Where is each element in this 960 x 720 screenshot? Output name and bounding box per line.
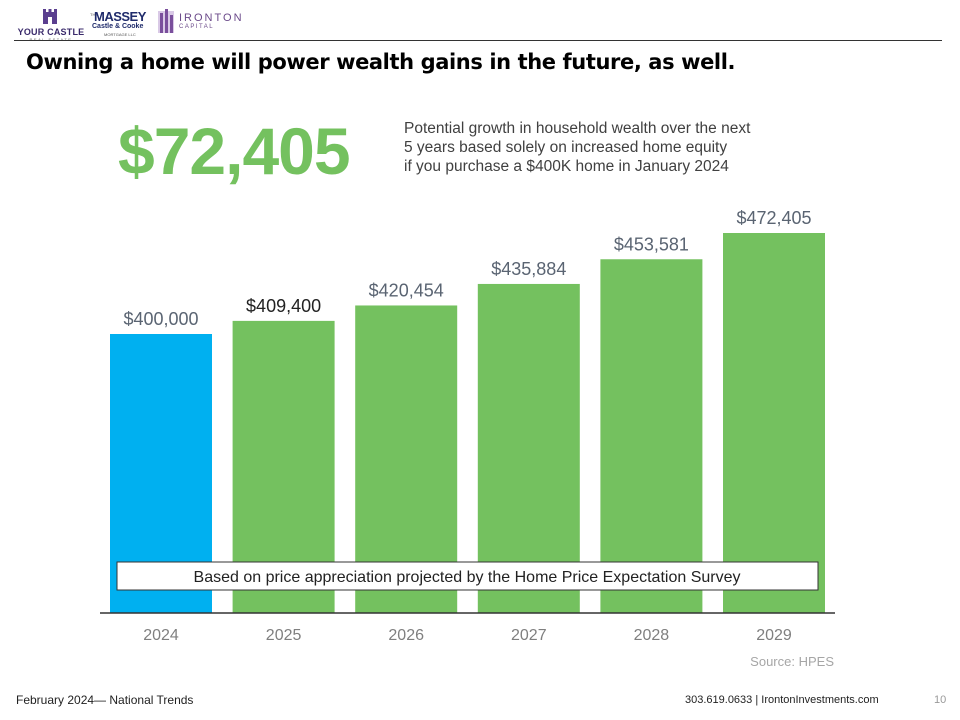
bar-2028 xyxy=(600,259,703,613)
your-castle-sub: REAL ESTATE xyxy=(16,37,86,42)
x-tick-label-2025: 2025 xyxy=(266,627,302,644)
x-tick-label-2029: 2029 xyxy=(756,627,792,644)
x-tick-label-2026: 2026 xyxy=(388,627,424,644)
x-tick-label-2028: 2028 xyxy=(634,627,670,644)
your-castle-logo: YOUR CASTLE REAL ESTATE xyxy=(16,6,86,42)
ironton-building-icon xyxy=(158,9,174,33)
footer-contact: 303.619.0633 | IrontonInvestments.com xyxy=(685,694,879,706)
massey-logo: THE MASSEY Castle & Cooke MORTGAGE LLC xyxy=(90,8,150,38)
data-label-2028: $453,581 xyxy=(614,234,689,254)
data-label-2027: $435,884 xyxy=(491,259,566,279)
note-box xyxy=(116,561,819,591)
bar-2027 xyxy=(477,283,580,613)
data-label-2024: $400,000 xyxy=(123,309,198,329)
massey-name: MASSEY xyxy=(94,9,146,24)
x-tick-label-2027: 2027 xyxy=(511,627,547,644)
ironton-logo: IRONTON CAPITAL xyxy=(155,9,245,35)
data-label-2025: $409,400 xyxy=(246,296,321,316)
subtitle-line-2: 5 years based solely on increased home e… xyxy=(404,139,728,156)
x-tick-label-2024: 2024 xyxy=(143,627,179,644)
your-castle-name: YOUR CASTLE xyxy=(17,27,85,37)
footer-date: February 2024— National Trends xyxy=(16,693,194,707)
massey-sub: Castle & Cooke xyxy=(92,23,144,30)
chart-source: Source: HPES xyxy=(750,654,834,669)
castle-tower-icon xyxy=(43,9,57,24)
ironton-name: IRONTON xyxy=(179,12,244,24)
page-number: 10 xyxy=(934,694,947,706)
chart-note: Based on price appreciation projected by… xyxy=(194,569,741,586)
subtitle-line-1: Potential growth in household wealth ove… xyxy=(404,120,751,137)
data-label-2029: $472,405 xyxy=(736,208,811,228)
page-title: Owning a home will power wealth gains in… xyxy=(26,50,736,74)
header-divider xyxy=(14,40,942,41)
headline-value: $72,405 xyxy=(118,114,351,188)
bar-2029 xyxy=(723,233,825,613)
massey-sub2: MORTGAGE LLC xyxy=(104,32,136,37)
massey-pre: THE xyxy=(90,12,98,17)
data-label-2026: $420,454 xyxy=(369,280,444,300)
headline-description: Potential growth in household wealth ove… xyxy=(404,119,824,176)
ironton-sub: CAPITAL xyxy=(179,24,215,30)
subtitle-line-3: if you purchase a $400K home in January … xyxy=(404,158,729,175)
